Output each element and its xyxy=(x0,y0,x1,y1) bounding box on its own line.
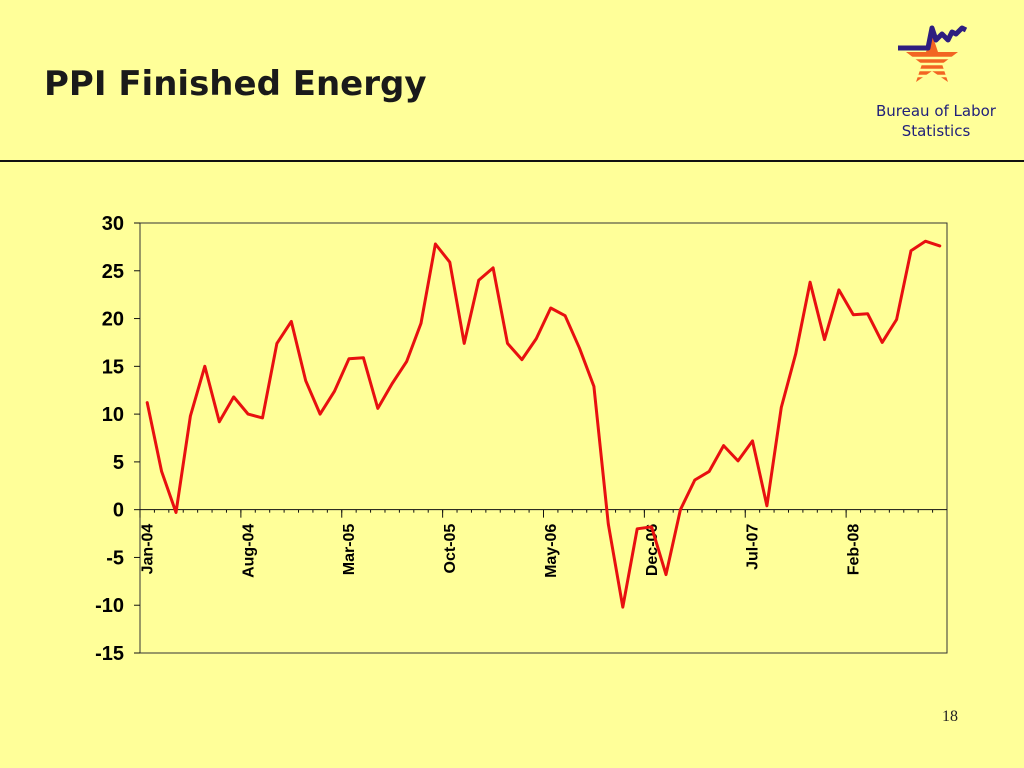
data-point xyxy=(318,412,322,416)
x-tick-label: May-06 xyxy=(543,524,560,578)
data-point xyxy=(448,260,452,264)
data-point xyxy=(938,244,941,248)
data-point xyxy=(635,527,639,530)
data-point xyxy=(232,395,235,399)
data-point xyxy=(549,306,552,310)
data-point xyxy=(405,360,408,363)
data-point xyxy=(823,338,826,341)
x-tick-label: Feb-08 xyxy=(846,524,863,576)
data-point xyxy=(506,342,509,345)
data-point xyxy=(275,342,279,345)
data-point xyxy=(650,525,653,529)
x-tick-label: Aug-04 xyxy=(240,524,257,578)
data-point xyxy=(607,522,610,526)
organization-name-line2: Statistics xyxy=(901,122,971,140)
y-tick-label: 20 xyxy=(102,309,124,331)
y-tick-label: 10 xyxy=(102,404,124,426)
data-point xyxy=(780,406,783,409)
y-tick-label: -10 xyxy=(95,595,124,617)
data-point xyxy=(895,318,898,321)
data-point xyxy=(333,389,336,393)
data-point xyxy=(376,407,379,410)
data-point xyxy=(463,342,466,345)
data-point xyxy=(218,420,221,423)
data-point xyxy=(362,356,365,359)
data-point xyxy=(880,341,884,344)
data-point xyxy=(664,573,668,576)
data-point xyxy=(866,312,869,315)
data-point xyxy=(693,478,697,482)
series-line xyxy=(145,239,942,609)
bls-logo xyxy=(898,25,968,82)
data-point xyxy=(563,314,567,317)
y-tick-label: 30 xyxy=(102,213,124,235)
logo-trend-line-icon xyxy=(898,25,968,51)
data-point xyxy=(290,320,293,323)
y-tick-label: -5 xyxy=(106,547,124,569)
data-point xyxy=(837,288,841,292)
data-point xyxy=(520,358,524,361)
y-tick-label: 5 xyxy=(113,452,124,474)
data-point xyxy=(261,416,264,420)
data-point xyxy=(347,357,351,360)
data-point xyxy=(390,382,394,385)
data-point xyxy=(909,249,913,252)
data-point xyxy=(621,605,624,609)
page-number: 18 xyxy=(942,708,958,725)
x-tick-label: Oct-05 xyxy=(442,524,459,574)
data-point xyxy=(246,412,250,416)
y-tick-label: 25 xyxy=(102,261,124,283)
data-point xyxy=(419,322,423,325)
data-point xyxy=(924,239,927,243)
data-point xyxy=(491,266,495,270)
data-point xyxy=(736,459,740,463)
data-point xyxy=(722,444,725,447)
plot-area-frame xyxy=(139,222,948,654)
data-point xyxy=(304,379,307,382)
data-point xyxy=(160,470,163,473)
logo-star-icon xyxy=(906,34,958,82)
data-point xyxy=(751,439,754,443)
data-point xyxy=(592,385,596,388)
y-tick-label: -15 xyxy=(95,643,124,665)
data-point xyxy=(578,346,581,350)
data-point xyxy=(174,511,178,514)
x-tick-label: Mar-05 xyxy=(341,524,358,576)
data-point xyxy=(146,401,149,404)
data-point xyxy=(189,414,192,418)
data-point xyxy=(808,281,812,284)
slide-title: PPI Finished Energy xyxy=(44,64,427,104)
organization-name-line1: Bureau of Labor xyxy=(876,102,996,120)
organization-name: Bureau of Labor Statistics xyxy=(846,101,1024,141)
y-tick-label: 0 xyxy=(113,500,124,522)
data-point xyxy=(477,279,480,282)
y-tick-label: 15 xyxy=(102,356,124,378)
x-tick-label: Jan-04 xyxy=(139,524,156,575)
title-divider xyxy=(0,160,1024,162)
data-point xyxy=(535,337,538,340)
x-tick-label: Dec-06 xyxy=(644,524,661,577)
data-point xyxy=(852,313,855,316)
data-point xyxy=(434,242,437,246)
data-point xyxy=(203,365,207,368)
data-point xyxy=(765,504,769,508)
data-point xyxy=(794,352,797,356)
data-point xyxy=(708,470,711,473)
x-tick-label: Jul-07 xyxy=(745,524,762,570)
data-point xyxy=(679,508,682,511)
